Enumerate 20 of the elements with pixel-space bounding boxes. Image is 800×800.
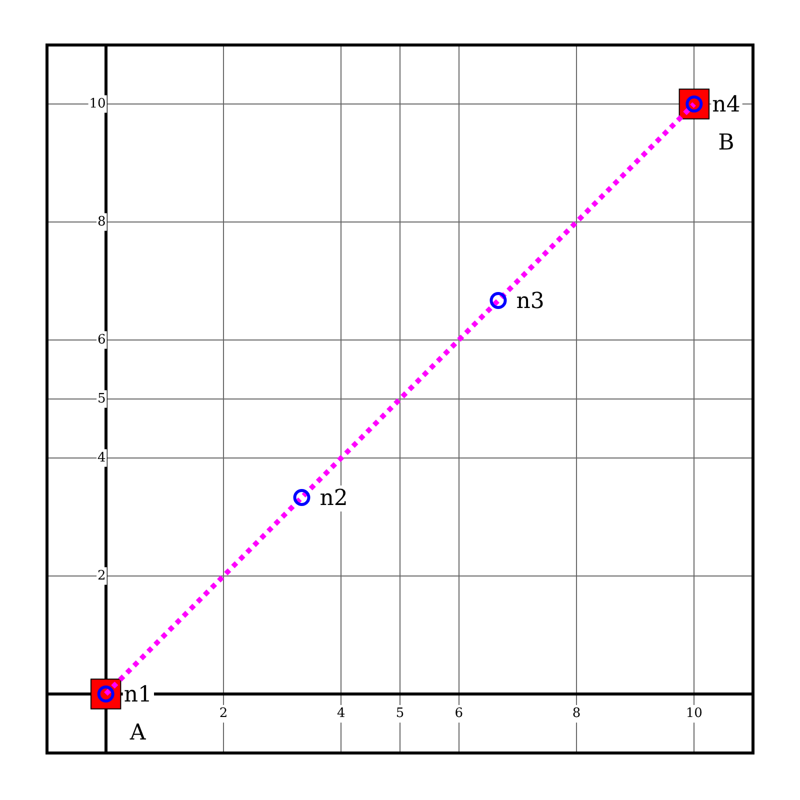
- y-tick-label: 4: [98, 450, 106, 466]
- x-tick-label: 8: [572, 706, 581, 722]
- x-tick-label: 4: [337, 706, 346, 722]
- annotation: n2: [320, 486, 348, 512]
- point: [490, 292, 507, 309]
- x-tick-label: 2: [219, 706, 228, 722]
- annotation: B: [718, 130, 734, 156]
- annotation: n3: [516, 289, 544, 314]
- annotation: n1: [124, 682, 152, 708]
- y-tick-label: 8: [98, 214, 106, 230]
- x-tick-label: 5: [396, 706, 404, 722]
- x-tick-label: 10: [686, 706, 702, 722]
- y-tick-label: 5: [98, 391, 106, 406]
- annotation: n4: [712, 92, 740, 118]
- point: [293, 489, 310, 506]
- y-tick-label: 10: [89, 96, 106, 112]
- y-tick-label: 2: [98, 568, 106, 584]
- y-tick-label: 6: [98, 332, 106, 348]
- x-tick-label: 6: [454, 706, 463, 722]
- annotation: A: [128, 720, 147, 746]
